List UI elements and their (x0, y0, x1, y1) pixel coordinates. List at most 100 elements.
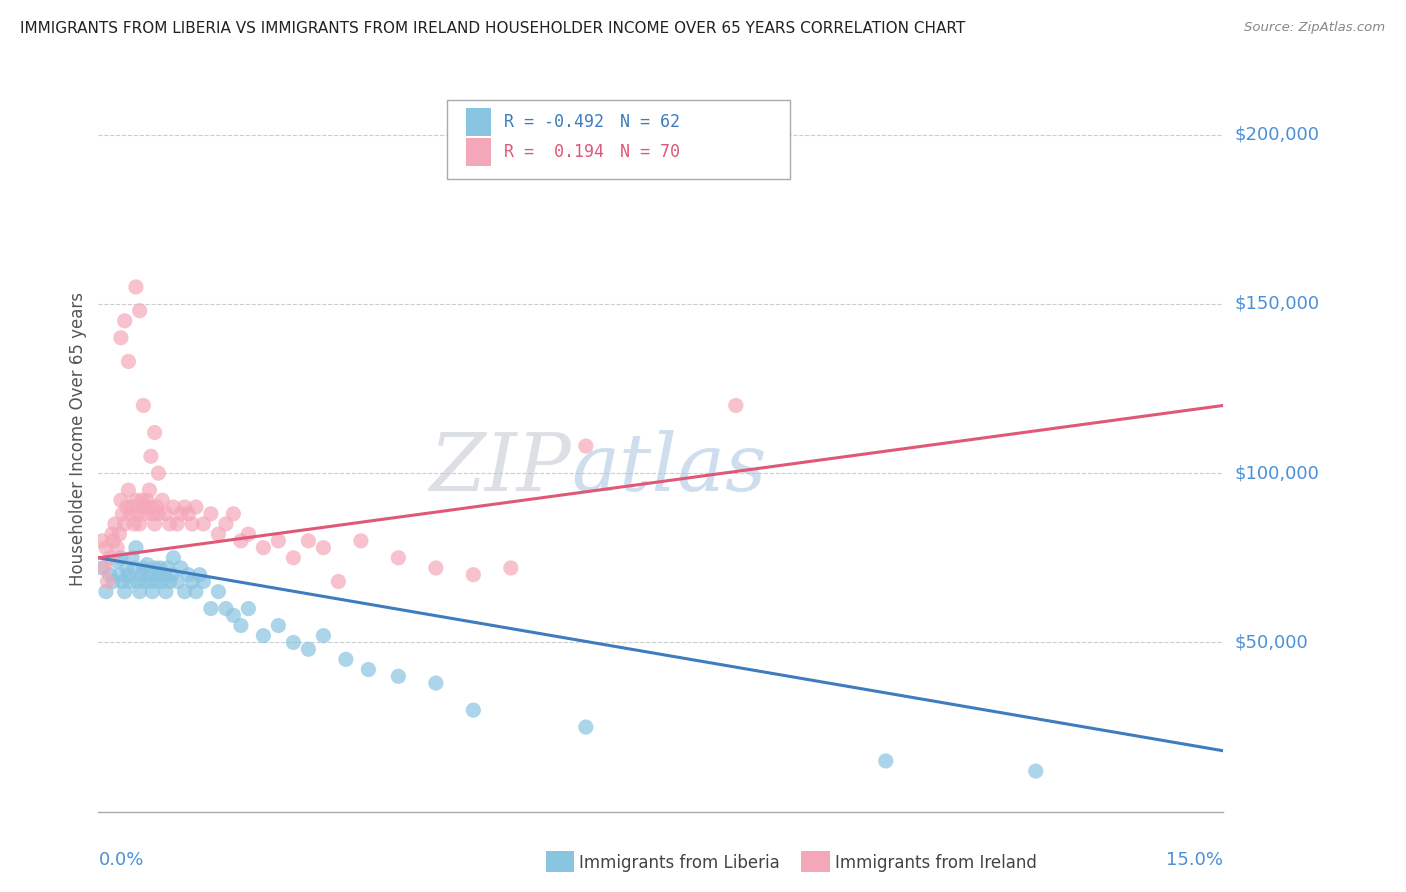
Point (128, 303, 150, 318)
Point (159, 574, 181, 589)
Point (200, 507, 222, 521)
Text: ZIP: ZIP (429, 430, 571, 508)
Point (463, 703, 485, 717)
Point (170, 507, 193, 521)
Point (283, 635, 305, 649)
Point (136, 493, 159, 508)
Point (118, 507, 141, 521)
Point (724, 399, 747, 413)
Point (146, 574, 169, 589)
Point (111, 507, 134, 521)
Point (148, 466, 170, 480)
Point (162, 550, 184, 565)
Text: $100,000: $100,000 (1234, 464, 1319, 483)
Point (125, 493, 148, 508)
Point (312, 541, 335, 555)
Point (575, 439, 598, 453)
Point (115, 500, 138, 514)
Point (127, 574, 149, 589)
Text: IMMIGRANTS FROM LIBERIA VS IMMIGRANTS FROM IRELAND HOUSEHOLDER INCOME OVER 65 YE: IMMIGRANTS FROM LIBERIA VS IMMIGRANTS FR… (20, 21, 965, 36)
Point (1025, 764, 1047, 778)
Point (125, 280, 148, 294)
Point (173, 500, 195, 514)
Point (121, 500, 143, 514)
Point (177, 507, 200, 521)
Point (222, 507, 245, 521)
Point (110, 331, 132, 345)
Point (463, 567, 485, 582)
Point (181, 516, 204, 531)
Text: $50,000: $50,000 (1234, 633, 1308, 651)
Point (94, 584, 117, 599)
Y-axis label: Householder Income Over 65 years: Householder Income Over 65 years (69, 293, 87, 586)
Point (229, 533, 252, 548)
Point (162, 500, 184, 514)
Point (143, 561, 166, 575)
Point (105, 554, 128, 568)
Point (132, 500, 155, 514)
Point (124, 516, 146, 531)
Point (499, 561, 522, 575)
Point (139, 500, 162, 514)
Point (238, 601, 260, 615)
Point (111, 574, 134, 589)
Text: 0.0%: 0.0% (98, 851, 143, 869)
Point (146, 500, 169, 514)
Point (117, 354, 139, 368)
Point (166, 574, 188, 589)
Point (875, 754, 897, 768)
Point (193, 516, 215, 531)
Point (138, 567, 160, 582)
Point (155, 584, 177, 599)
Point (143, 425, 166, 440)
Point (387, 550, 409, 565)
Point (98, 550, 121, 565)
Point (159, 516, 181, 531)
Text: R = -0.492: R = -0.492 (505, 113, 605, 131)
Point (283, 550, 305, 565)
Text: R =  0.194: R = 0.194 (505, 143, 605, 161)
Point (110, 493, 132, 508)
Point (173, 584, 195, 599)
Point (118, 574, 141, 589)
Point (91, 533, 114, 548)
Point (150, 574, 173, 589)
Bar (467, 108, 491, 136)
Point (312, 629, 335, 643)
Text: $200,000: $200,000 (1234, 126, 1319, 144)
Point (188, 567, 211, 582)
Point (425, 561, 447, 575)
Point (121, 550, 143, 565)
Point (134, 507, 156, 521)
Point (132, 399, 155, 413)
Point (103, 533, 125, 548)
Point (177, 567, 200, 582)
Point (91, 561, 114, 575)
Point (128, 584, 150, 599)
Point (139, 449, 162, 463)
Point (93, 561, 115, 575)
Point (184, 500, 207, 514)
Point (297, 642, 319, 657)
Point (222, 608, 245, 623)
Point (94, 541, 117, 555)
Point (103, 574, 125, 589)
Point (153, 567, 176, 582)
Point (138, 483, 160, 497)
Point (184, 584, 207, 599)
Point (125, 541, 148, 555)
Text: atlas: atlas (571, 430, 766, 508)
Point (357, 663, 380, 677)
Point (101, 527, 124, 541)
Point (108, 527, 131, 541)
Point (131, 493, 153, 508)
Point (297, 533, 319, 548)
Point (98, 567, 121, 582)
Point (105, 541, 128, 555)
Point (207, 527, 229, 541)
Point (115, 561, 138, 575)
Text: $150,000: $150,000 (1234, 295, 1319, 313)
Text: N = 70: N = 70 (620, 143, 681, 161)
Point (139, 574, 162, 589)
Text: Immigrants from Liberia: Immigrants from Liberia (579, 855, 780, 872)
